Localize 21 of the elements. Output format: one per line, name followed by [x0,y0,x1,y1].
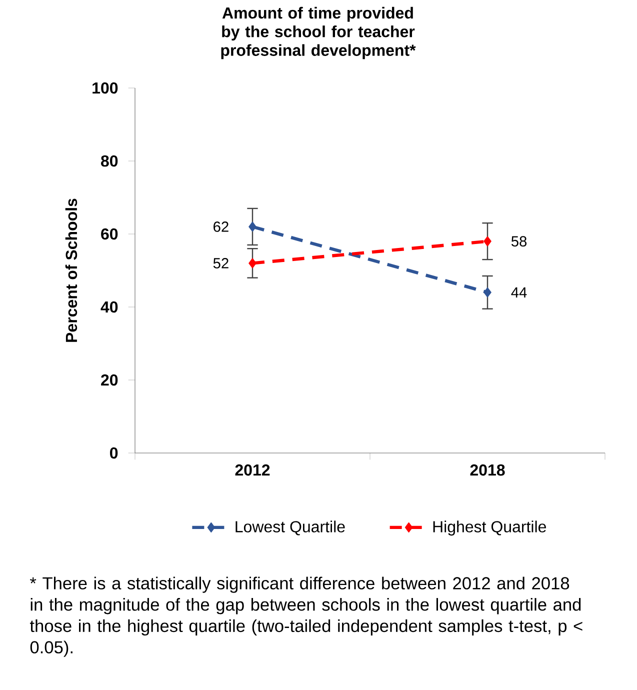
y-tick-label: 0 [110,447,118,459]
data-label: 44 [511,287,527,298]
x-tick-label: 2018 [470,464,505,476]
y-tick-label: 20 [101,374,118,386]
y-tick-label: 80 [100,155,118,167]
legend-label: Lowest Quartile [236,520,345,536]
text: * There is a statistically significant difference between 2012 and 2018 in the magnitude of the gap between schools in the lowest quartile and those in the highest quartile (two-tailed independent samples t-test, p < 0.05). [30,576,582,657]
data-label: 52 [213,258,228,268]
point [248,258,256,268]
chart-title: Amount of time provided by the school for teacher professinal development* [221,6,416,60]
y-axis-title: Percent of Schools [65,198,78,342]
point [248,222,256,232]
x-tick-label: 2012 [235,464,270,476]
data-label: 62 [214,222,228,232]
y-tick-label: 60 [101,228,118,240]
y-tick-label: 100 [92,82,118,94]
data-label: 58 [511,236,527,246]
legend-label: Highest Quartile [433,520,546,536]
y-tick-label: 40 [100,301,118,313]
point [484,287,492,298]
point [484,236,492,246]
